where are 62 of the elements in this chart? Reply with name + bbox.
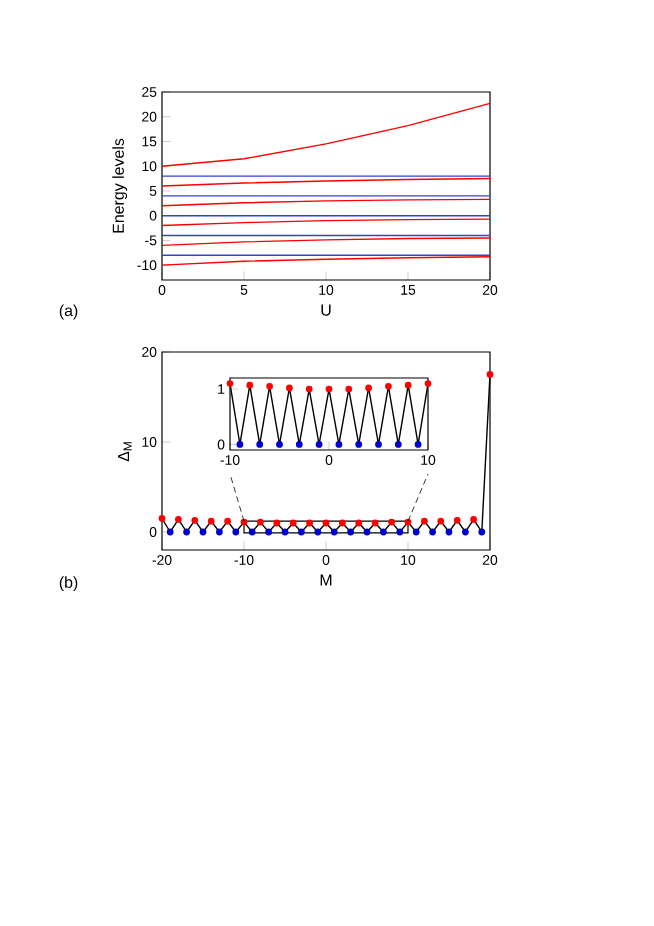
point <box>305 385 313 393</box>
point <box>396 528 404 536</box>
point <box>404 381 412 389</box>
point <box>306 519 313 527</box>
point <box>453 516 461 524</box>
point <box>412 528 420 536</box>
point <box>315 441 323 448</box>
point <box>298 528 305 536</box>
point <box>325 385 333 393</box>
point <box>371 519 379 527</box>
point <box>462 528 469 536</box>
point <box>355 519 363 527</box>
point <box>445 528 453 536</box>
point <box>257 518 264 526</box>
point <box>388 518 395 526</box>
point <box>365 384 372 392</box>
point <box>286 384 293 392</box>
point <box>470 516 477 523</box>
point <box>265 528 272 536</box>
point <box>375 441 382 448</box>
point <box>345 385 353 393</box>
point <box>183 528 190 536</box>
point <box>295 441 303 448</box>
point <box>486 371 494 378</box>
point <box>437 517 445 525</box>
line-series <box>229 382 429 446</box>
point <box>207 517 215 525</box>
point <box>266 382 273 390</box>
point <box>248 528 256 536</box>
point <box>478 528 486 536</box>
point <box>199 528 207 536</box>
point <box>385 382 392 390</box>
point <box>226 380 234 387</box>
point <box>394 441 402 448</box>
point <box>347 528 354 536</box>
point <box>273 519 281 527</box>
point <box>429 528 436 536</box>
line-series <box>161 102 491 167</box>
point <box>322 519 330 527</box>
point <box>314 528 322 536</box>
point <box>414 441 422 448</box>
point <box>421 517 428 525</box>
point <box>216 528 223 536</box>
point <box>339 519 346 527</box>
point <box>175 516 182 523</box>
point <box>246 381 254 389</box>
point <box>256 441 264 448</box>
point <box>330 528 338 536</box>
point <box>355 441 363 448</box>
point <box>236 441 244 448</box>
point <box>289 519 297 527</box>
point <box>276 441 283 448</box>
point <box>166 528 174 536</box>
point <box>335 441 343 448</box>
point <box>191 516 199 524</box>
point <box>224 517 231 525</box>
point <box>158 515 166 522</box>
point <box>424 380 432 387</box>
point <box>363 528 371 536</box>
point <box>380 528 387 536</box>
point <box>232 528 240 536</box>
point <box>281 528 289 536</box>
